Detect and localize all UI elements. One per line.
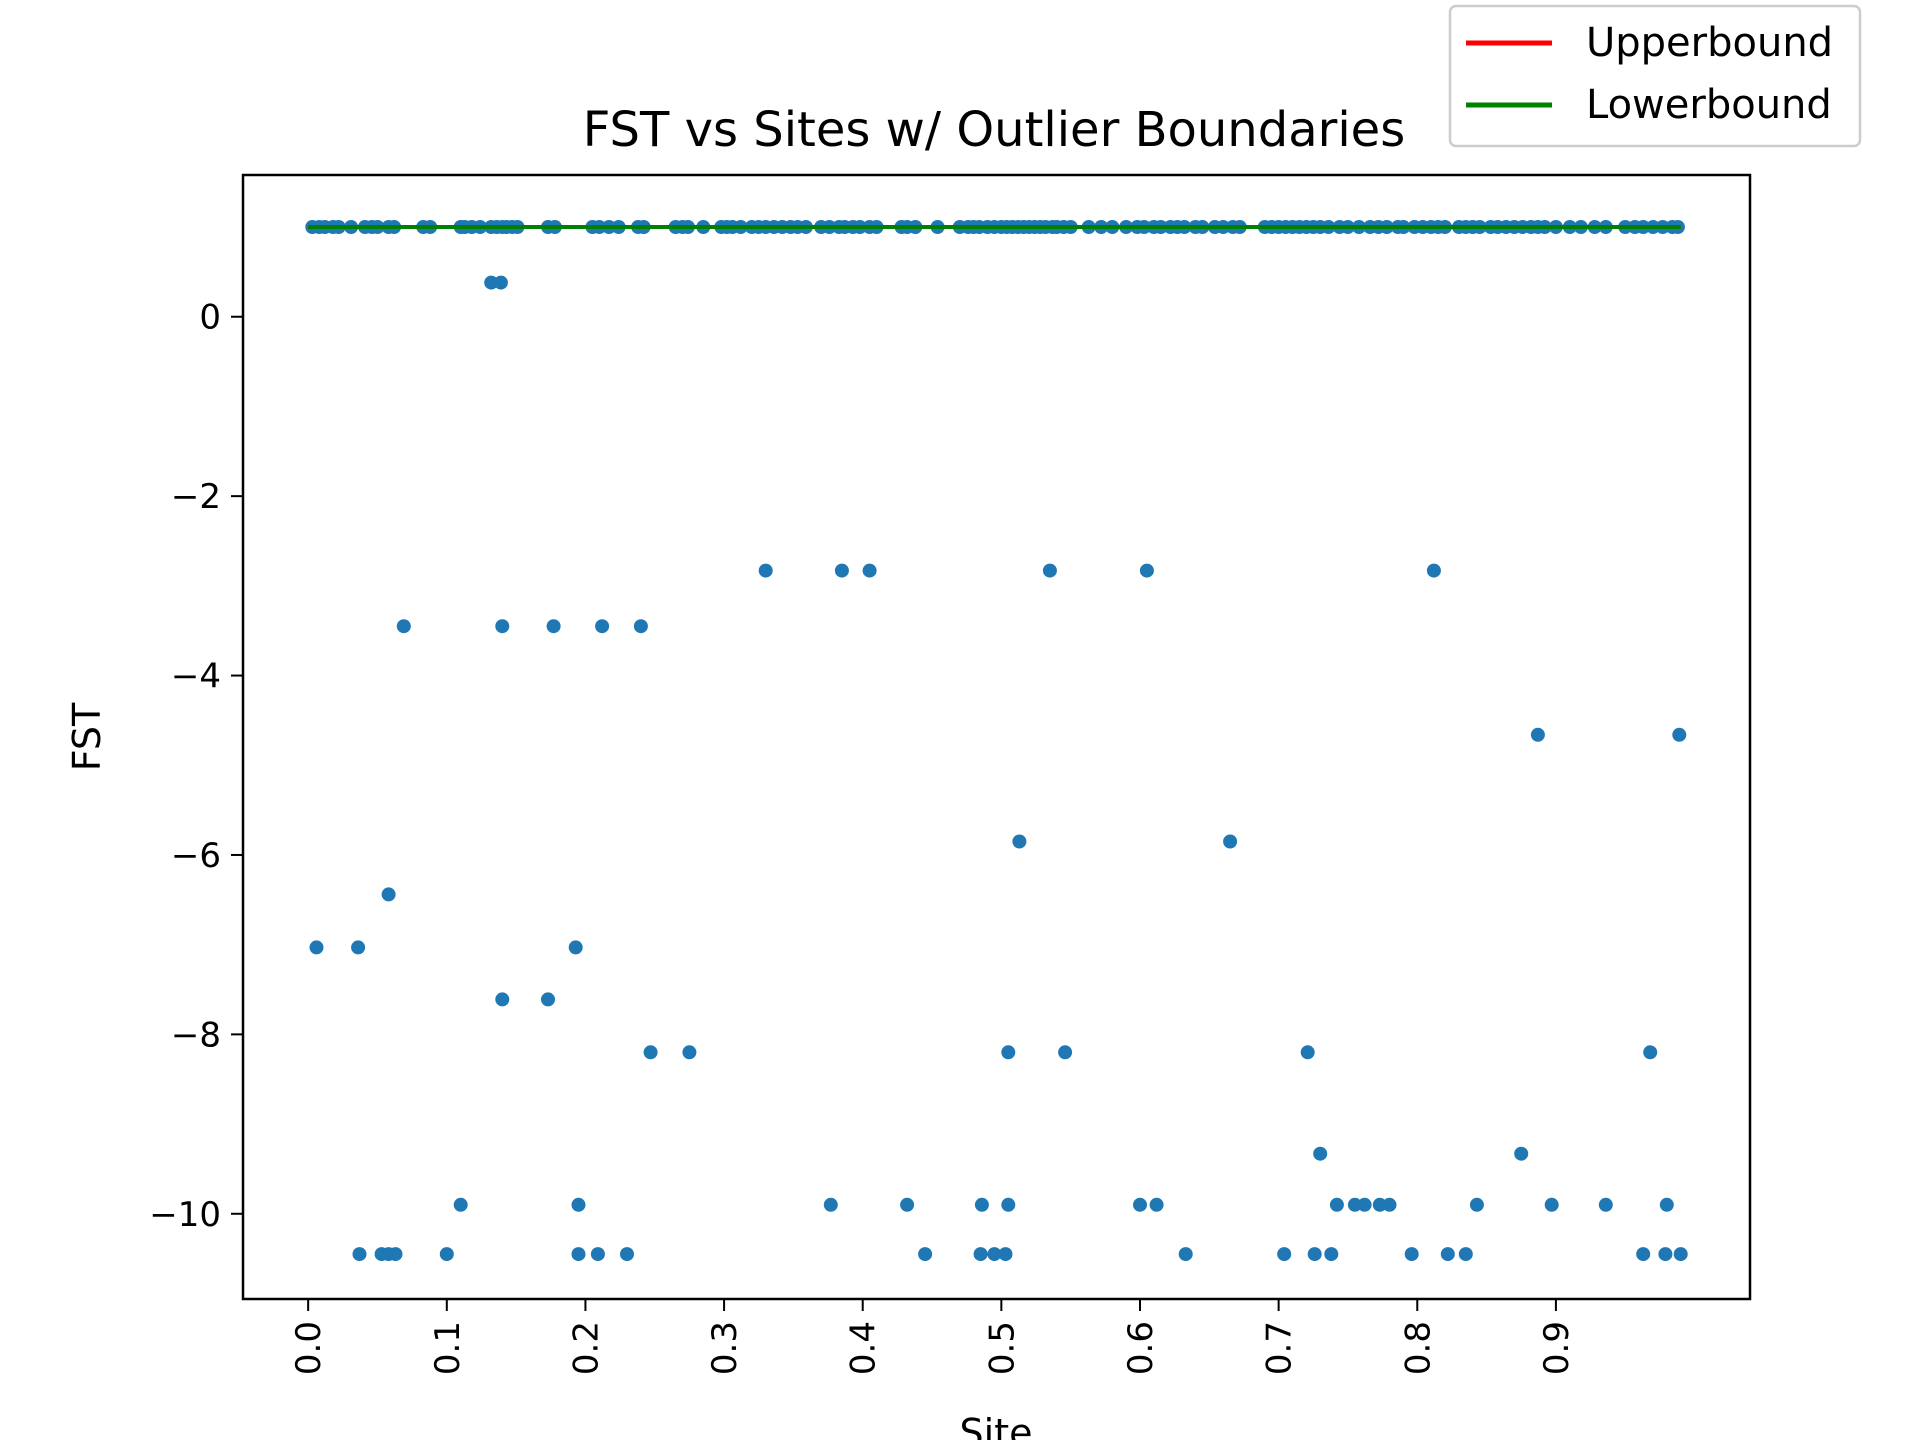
data-point-184 xyxy=(1372,1197,1387,1212)
data-point-164 xyxy=(541,992,555,1007)
data-point-197 xyxy=(620,1247,634,1262)
data-point-166 xyxy=(682,1045,697,1060)
data-point-145 xyxy=(834,563,849,578)
legend-upperbound-label: Upperbound xyxy=(1586,20,1833,66)
x-tick-label-1: 0.1 xyxy=(428,1321,468,1375)
data-point-188 xyxy=(1598,1197,1613,1212)
x-axis-ticks: 0.0 0.1 0.2 0.3 0.4 0.5 0.6 0.7 0.8 0.9 xyxy=(289,1299,1577,1375)
data-point-190 xyxy=(352,1247,367,1262)
data-point-179 xyxy=(1133,1197,1147,1212)
data-point-150 xyxy=(396,619,411,634)
x-tick-label-2: 0.2 xyxy=(566,1321,606,1375)
data-point-157 xyxy=(1012,834,1027,849)
data-point-210 xyxy=(1658,1247,1673,1262)
data-point-144 xyxy=(758,563,773,578)
data-point-169 xyxy=(1300,1045,1315,1060)
x-axis-label: Site xyxy=(960,1411,1033,1440)
data-point-171 xyxy=(1313,1146,1328,1161)
data-point-200 xyxy=(987,1247,1002,1262)
data-point-206 xyxy=(1404,1247,1419,1262)
data-point-149 xyxy=(1426,563,1441,578)
data-point-173 xyxy=(453,1197,468,1212)
x-tick-label-6: 0.6 xyxy=(1121,1321,1161,1375)
x-tick-label-8: 0.8 xyxy=(1398,1321,1438,1375)
data-point-152 xyxy=(546,619,561,634)
x-tick-label-3: 0.3 xyxy=(705,1321,745,1375)
y-tick-label-4: −8 xyxy=(171,1015,221,1055)
data-point-177 xyxy=(974,1197,989,1212)
data-point-143 xyxy=(493,275,508,290)
legend-lowerbound-label: Lowerbound xyxy=(1586,82,1832,128)
data-point-174 xyxy=(571,1197,586,1212)
data-point-156 xyxy=(1672,727,1687,742)
y-tick-label-1: −2 xyxy=(171,477,221,517)
data-point-146 xyxy=(862,563,877,578)
data-point-204 xyxy=(1307,1247,1322,1262)
data-point-153 xyxy=(595,619,610,634)
data-point-170 xyxy=(1643,1045,1658,1060)
data-point-148 xyxy=(1139,563,1154,578)
data-point-196 xyxy=(590,1247,605,1262)
data-point-172 xyxy=(1514,1146,1529,1161)
data-point-142 xyxy=(484,275,499,290)
y-tick-label-3: −6 xyxy=(171,836,221,876)
data-point-209 xyxy=(1636,1247,1651,1262)
data-point-208 xyxy=(1458,1247,1473,1262)
x-tick-label-9: 0.9 xyxy=(1537,1321,1577,1375)
data-point-163 xyxy=(495,992,510,1007)
data-point-183 xyxy=(1357,1197,1372,1212)
data-point-189 xyxy=(1659,1197,1674,1212)
data-point-178 xyxy=(1001,1197,1016,1212)
y-tick-label-0: 0 xyxy=(199,298,221,338)
data-point-195 xyxy=(571,1247,586,1262)
x-tick-label-7: 0.7 xyxy=(1260,1321,1300,1375)
chart-title: FST vs Sites w/ Outlier Boundaries xyxy=(583,102,1405,158)
data-point-198 xyxy=(918,1247,933,1262)
data-point-161 xyxy=(351,940,366,955)
data-point-203 xyxy=(1277,1247,1292,1262)
y-axis-label: FST xyxy=(65,702,109,771)
data-point-159 xyxy=(381,887,396,902)
data-point-194 xyxy=(439,1247,454,1262)
y-tick-label-5: −10 xyxy=(149,1195,221,1235)
data-point-185 xyxy=(1382,1197,1397,1212)
x-tick-label-4: 0.4 xyxy=(844,1321,884,1375)
y-tick-label-2: −4 xyxy=(171,657,221,697)
x-tick-label-0: 0.0 xyxy=(289,1321,329,1375)
data-point-167 xyxy=(1001,1045,1016,1060)
data-point-168 xyxy=(1058,1045,1073,1060)
data-point-162 xyxy=(568,940,583,955)
data-point-202 xyxy=(1178,1247,1193,1262)
y-axis-ticks: 0 −2 −4 −6 −8 −10 xyxy=(149,298,243,1235)
data-point-193 xyxy=(388,1247,403,1262)
data-point-199 xyxy=(973,1247,988,1262)
data-point-160 xyxy=(309,940,324,955)
data-point-181 xyxy=(1329,1197,1344,1212)
plot-area-frame xyxy=(241,173,1752,1301)
data-point-182 xyxy=(1347,1197,1362,1212)
data-point-201 xyxy=(998,1247,1013,1262)
legend-box xyxy=(1448,4,1862,148)
data-point-211 xyxy=(1673,1247,1688,1262)
legend: Upperbound Lowerbound xyxy=(1448,4,1862,148)
data-point-207 xyxy=(1440,1247,1455,1262)
data-point-165 xyxy=(643,1045,658,1060)
data-point-205 xyxy=(1324,1247,1339,1262)
data-point-158 xyxy=(1223,834,1238,849)
data-point-175 xyxy=(823,1197,838,1212)
data-point-187 xyxy=(1544,1197,1559,1212)
x-tick-label-5: 0.5 xyxy=(982,1321,1022,1375)
data-point-180 xyxy=(1149,1197,1164,1212)
data-point-154 xyxy=(633,619,648,634)
data-point-155 xyxy=(1530,727,1545,742)
data-point-147 xyxy=(1042,563,1057,578)
data-point-151 xyxy=(495,619,510,634)
data-point-186 xyxy=(1469,1197,1484,1212)
data-point-176 xyxy=(900,1197,915,1212)
